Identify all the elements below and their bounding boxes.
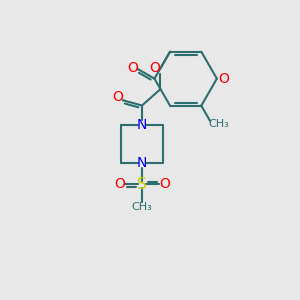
Text: O: O	[114, 177, 125, 191]
Text: O: O	[149, 61, 160, 75]
Text: O: O	[127, 61, 138, 75]
Text: S: S	[137, 177, 147, 192]
Text: CH₃: CH₃	[132, 202, 152, 212]
Text: N: N	[137, 118, 147, 132]
Text: CH₃: CH₃	[208, 119, 229, 129]
Text: O: O	[112, 90, 123, 104]
Text: O: O	[218, 72, 229, 86]
Text: N: N	[137, 157, 147, 170]
Text: O: O	[159, 177, 170, 191]
